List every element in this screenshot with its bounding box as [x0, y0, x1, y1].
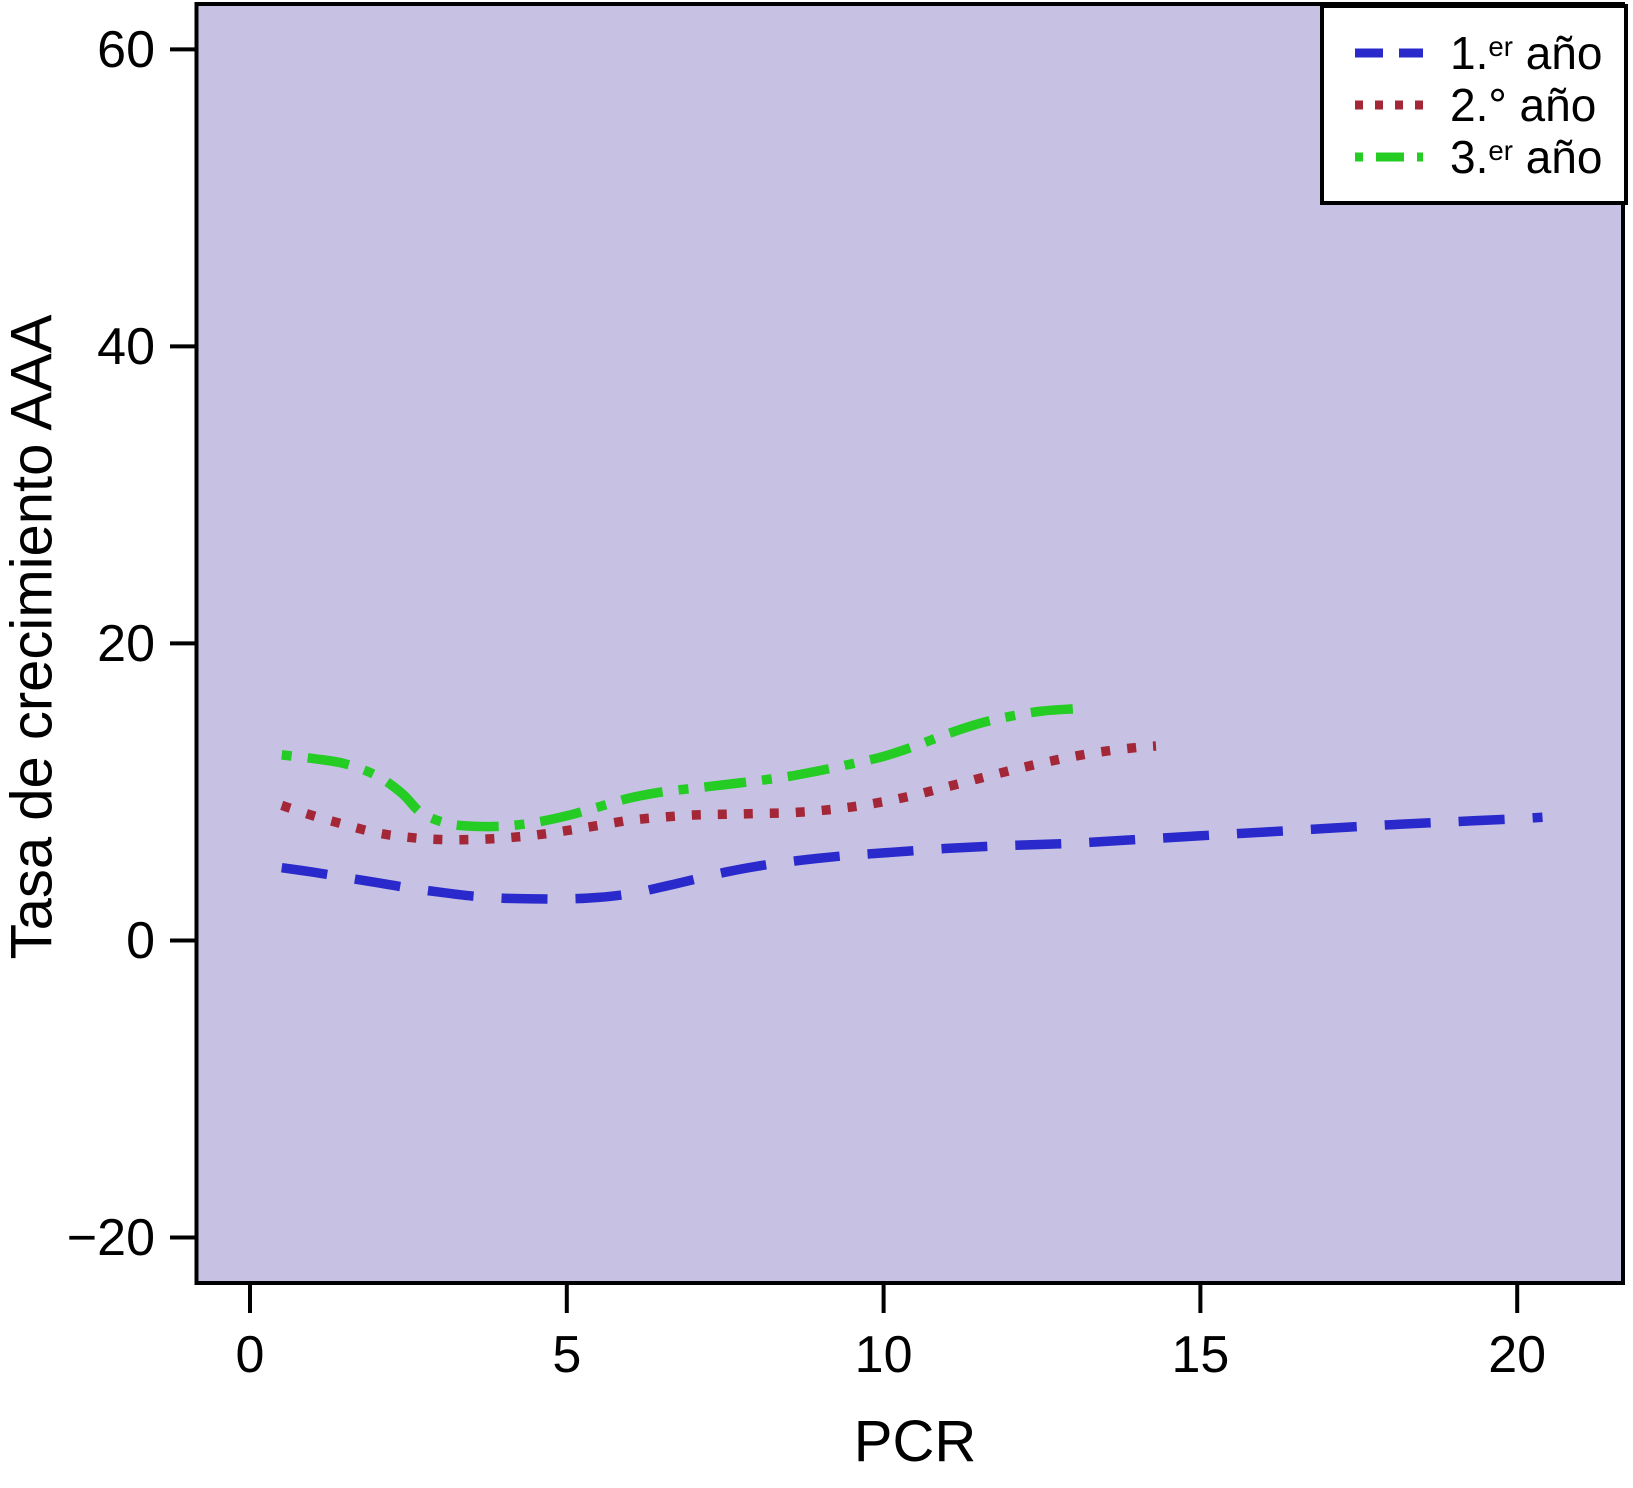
legend-row-year3: 3.er año	[1324, 131, 1624, 183]
y-tick-label-40: 40	[97, 318, 155, 376]
plot-area-background	[196, 4, 1623, 1283]
x-axis-ticks	[248, 1283, 1520, 1313]
y-axis-ticks	[170, 47, 197, 1240]
x-tick-label-0: 0	[236, 1326, 265, 1384]
y-axis-title: Tasa de crecimiento AAA	[0, 314, 65, 960]
x-axis-title: PCR	[853, 1409, 977, 1474]
legend-label-year1: 1.er año	[1450, 26, 1603, 79]
x-tick-label-20: 20	[1488, 1326, 1546, 1384]
dashdot-line-sample	[1355, 152, 1423, 161]
x-tick-label-15: 15	[1171, 1326, 1229, 1384]
x-tick-label-10: 10	[855, 1326, 913, 1384]
x-tick-label-5: 5	[552, 1326, 581, 1384]
y-tick-label-0: 0	[126, 912, 155, 970]
y-tick-label-20: 20	[97, 615, 155, 673]
legend-label-year2: 2.° año	[1450, 78, 1597, 131]
plot-frame	[194, 2, 1625, 1285]
dotted-line-sample	[1355, 100, 1423, 109]
legend-row-year1: 1.er año	[1324, 27, 1624, 79]
legend-box: 1.er año 2.° año 3.er año	[1320, 4, 1628, 205]
series-year3-curve	[281, 704, 1075, 832]
series-year1-curve	[280, 812, 1543, 904]
y-tick-label-neg20: −20	[67, 1209, 155, 1267]
y-tick-label-60: 60	[97, 21, 155, 79]
legend-label-year3: 3.er año	[1450, 130, 1603, 183]
legend-row-year2: 2.° año	[1324, 79, 1624, 131]
series-year2-curve	[280, 741, 1157, 845]
dashed-line-sample	[1355, 48, 1423, 57]
